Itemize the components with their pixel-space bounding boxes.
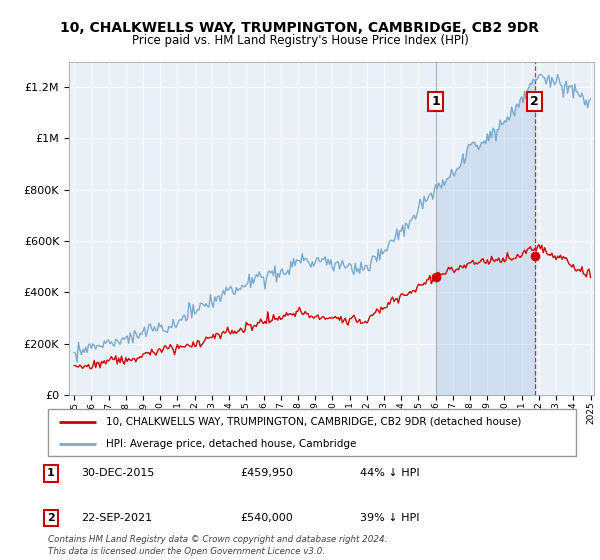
Text: 1: 1 xyxy=(431,95,440,108)
Text: 44% ↓ HPI: 44% ↓ HPI xyxy=(360,468,419,478)
Text: 1: 1 xyxy=(47,468,55,478)
Text: 2: 2 xyxy=(47,513,55,523)
Text: 10, CHALKWELLS WAY, TRUMPINGTON, CAMBRIDGE, CB2 9DR: 10, CHALKWELLS WAY, TRUMPINGTON, CAMBRID… xyxy=(61,21,539,35)
Text: £540,000: £540,000 xyxy=(240,513,293,523)
Text: Contains HM Land Registry data © Crown copyright and database right 2024.
This d: Contains HM Land Registry data © Crown c… xyxy=(48,535,388,556)
Text: £459,950: £459,950 xyxy=(240,468,293,478)
Text: Price paid vs. HM Land Registry's House Price Index (HPI): Price paid vs. HM Land Registry's House … xyxy=(131,34,469,46)
Text: 39% ↓ HPI: 39% ↓ HPI xyxy=(360,513,419,523)
Text: 22-SEP-2021: 22-SEP-2021 xyxy=(81,513,152,523)
Text: 2: 2 xyxy=(530,95,539,108)
FancyBboxPatch shape xyxy=(48,409,576,456)
Text: 30-DEC-2015: 30-DEC-2015 xyxy=(81,468,154,478)
Text: 10, CHALKWELLS WAY, TRUMPINGTON, CAMBRIDGE, CB2 9DR (detached house): 10, CHALKWELLS WAY, TRUMPINGTON, CAMBRID… xyxy=(106,417,521,427)
Text: HPI: Average price, detached house, Cambridge: HPI: Average price, detached house, Camb… xyxy=(106,438,356,449)
